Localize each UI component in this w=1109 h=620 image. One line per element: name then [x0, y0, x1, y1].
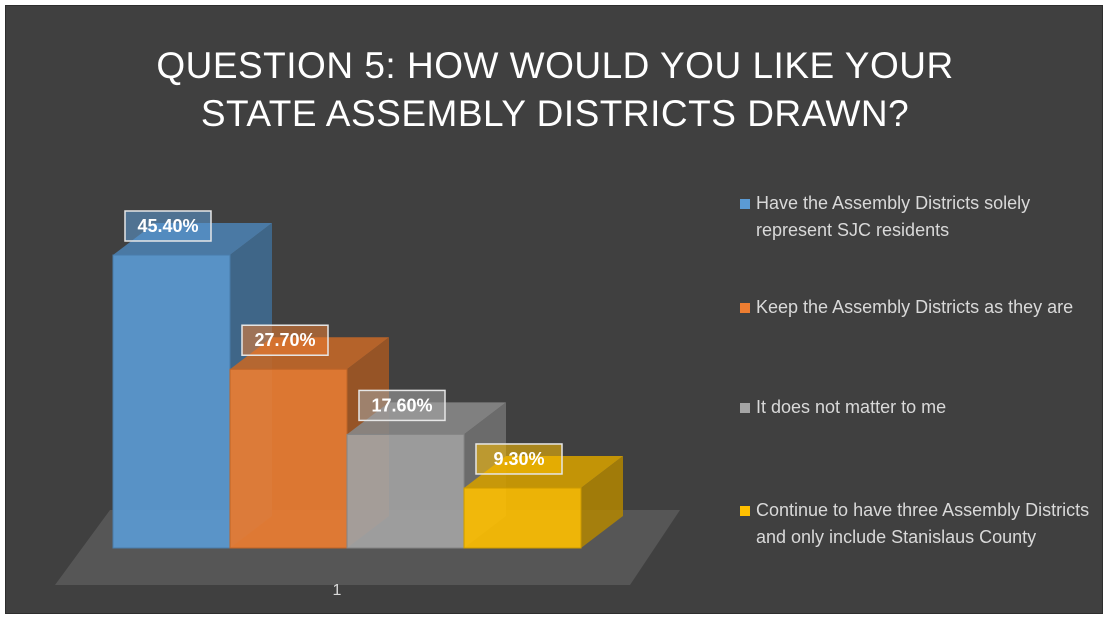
data-label-2: 27.70% [241, 324, 329, 356]
legend-swatch [740, 199, 750, 209]
data-label-text: 45.40% [137, 216, 198, 236]
data-label-text: 27.70% [254, 330, 315, 350]
data-label-box [358, 389, 446, 422]
legend-label: Have the Assembly Districts solely repre… [756, 193, 1031, 240]
legend-label: Keep the Assembly Districts as they are [756, 297, 1074, 317]
bar-front-face [112, 254, 231, 549]
legend-item-does-not-matter: It does not matter to me [740, 394, 1090, 421]
data-label-1: 45.40% [124, 210, 212, 242]
chart-title: QUESTION 5: HOW WOULD YOU LIKE YOUR STAT… [6, 42, 1104, 138]
legend-item-solely-sjc: Have the Assembly Districts solely repre… [740, 190, 1090, 244]
legend-swatch [740, 303, 750, 313]
legend-item-three-districts: Continue to have three Assembly District… [740, 497, 1090, 551]
bar-side-face [581, 455, 623, 548]
legend-label: It does not matter to me [756, 397, 947, 417]
bar-front-face [229, 368, 348, 549]
legend-swatch [740, 403, 750, 413]
legend-item-keep-as-is: Keep the Assembly Districts as they are [740, 294, 1090, 321]
chart-title-line-1: QUESTION 5: HOW WOULD YOU LIKE YOUR [156, 45, 954, 86]
data-label-4: 9.30% [475, 443, 563, 475]
legend-label: Continue to have three Assembly District… [756, 500, 1090, 547]
legend-swatch [740, 506, 750, 516]
data-label-3: 17.60% [358, 389, 446, 422]
chart-title-line-2: STATE ASSEMBLY DISTRICTS DRAWN? [200, 93, 910, 134]
data-label-box [124, 210, 212, 242]
bar-front-face [463, 487, 582, 549]
data-label-box [241, 324, 329, 356]
bar-front-face [346, 433, 465, 549]
x-tick-label: 1 [333, 582, 342, 599]
data-label-text: 17.60% [371, 395, 432, 415]
data-label-box [475, 443, 563, 475]
data-label-text: 9.30% [493, 449, 544, 469]
